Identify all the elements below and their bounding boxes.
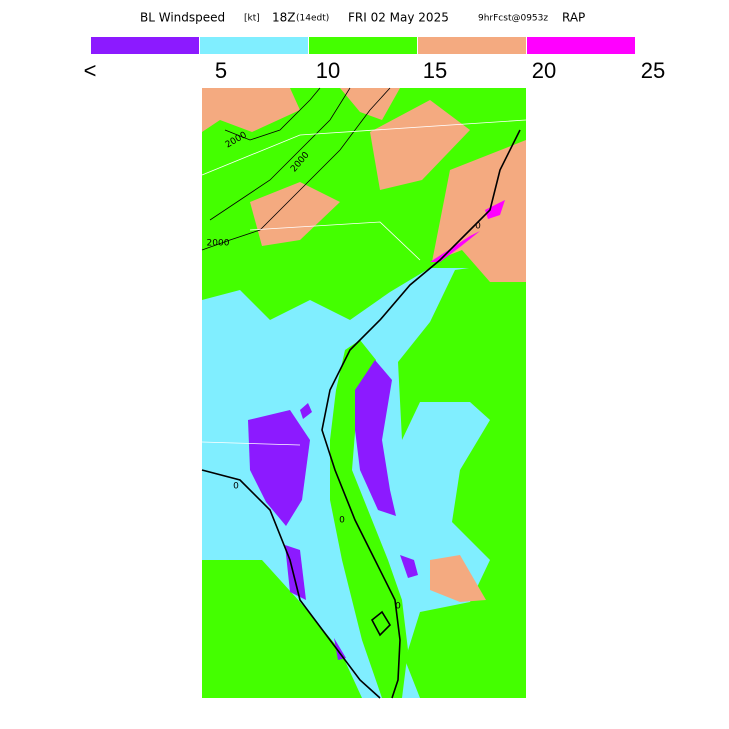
contour-label: 0 <box>395 602 401 612</box>
legend-swatch <box>527 37 635 54</box>
region <box>334 638 346 660</box>
title: BL Windspeed [kt] 18Z (14edt) FRI 02 May… <box>140 11 585 25</box>
border <box>201 441 301 446</box>
region <box>430 231 480 262</box>
title-field: BL Windspeed <box>140 11 225 25</box>
contour-label: 0 <box>475 222 481 232</box>
region <box>330 340 408 698</box>
contour-line <box>209 87 351 221</box>
region <box>430 555 486 602</box>
map <box>201 87 527 699</box>
region <box>250 182 340 246</box>
legend-swatch <box>91 37 199 54</box>
legend-label: 5 <box>215 58 227 83</box>
legend-label: < <box>84 58 97 83</box>
region <box>485 200 505 219</box>
border <box>201 119 527 176</box>
legend-label: 25 <box>641 58 665 83</box>
contour-label: 2000 <box>207 239 230 249</box>
legend: <5 10 15 20 25 <box>84 37 665 83</box>
region <box>300 403 312 419</box>
island <box>370 610 392 637</box>
legend-swatch <box>418 37 526 54</box>
wind-20-25 <box>430 200 505 262</box>
coastline <box>201 129 521 699</box>
contour-label: 0 <box>233 482 239 492</box>
title-local: (14edt) <box>296 14 329 24</box>
legend-swatch <box>309 37 417 54</box>
shoreline <box>201 469 381 699</box>
region <box>202 560 362 698</box>
title-model: RAP <box>562 11 585 25</box>
legend-swatch <box>200 37 308 54</box>
shoreline <box>321 129 521 699</box>
title-date: FRI 02 May 2025 <box>348 11 449 25</box>
region <box>398 260 526 698</box>
region <box>355 360 396 516</box>
title-valid: 18Z <box>272 11 296 25</box>
region <box>400 555 418 578</box>
region <box>248 410 310 526</box>
contours <box>201 87 391 251</box>
legend-label: 10 <box>316 58 340 83</box>
title-forecast: 9hrFcst@0953z <box>478 14 548 24</box>
border <box>249 221 421 261</box>
contour-line <box>201 87 391 251</box>
legend-label: 15 <box>423 58 447 83</box>
contour-line <box>224 87 321 141</box>
wind-below-5 <box>248 360 418 660</box>
state-borders <box>201 119 527 446</box>
legend-label: 20 <box>532 58 556 83</box>
title-units: [kt] <box>244 14 260 24</box>
region <box>340 88 400 120</box>
region <box>370 100 470 190</box>
region <box>202 88 300 132</box>
contour-label: 0 <box>339 516 345 526</box>
